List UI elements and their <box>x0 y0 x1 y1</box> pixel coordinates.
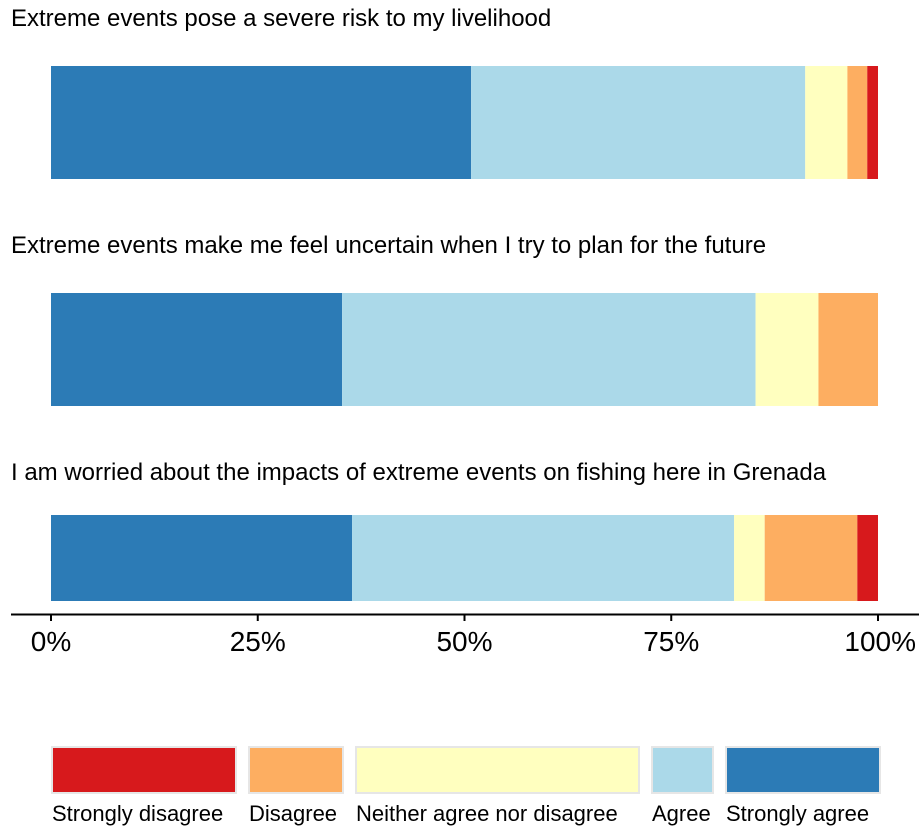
panel-2: Extreme events make me feel uncertain wh… <box>11 232 878 406</box>
bar-segment-neither-agree-nor-disagree <box>734 515 765 601</box>
bar-segment-strongly-agree <box>51 66 472 179</box>
x-tick-label: 100% <box>844 626 916 657</box>
panel-3: I am worried about the impacts of extrem… <box>11 459 878 601</box>
bar-segment-neither-agree-nor-disagree <box>805 66 848 179</box>
bar-segment-agree <box>342 293 756 406</box>
legend-label: Neither agree nor disagree <box>356 801 618 826</box>
x-tick-label: 50% <box>436 626 492 657</box>
chart-panels: Extreme events pose a severe risk to my … <box>11 5 878 601</box>
legend-swatch <box>355 746 640 794</box>
legend-label: Disagree <box>249 801 337 826</box>
bar-segment-neither-agree-nor-disagree <box>755 293 819 406</box>
panel-title: Extreme events pose a severe risk to my … <box>11 5 551 32</box>
x-tick-label: 25% <box>230 626 286 657</box>
x-tick-label: 0% <box>31 626 71 657</box>
panel-1: Extreme events pose a severe risk to my … <box>11 5 878 179</box>
legend-swatch <box>651 746 714 794</box>
panel-title: Extreme events make me feel uncertain wh… <box>11 232 766 259</box>
legend-item-strongly-agree: Strongly agree <box>725 746 881 826</box>
legend-swatch <box>51 746 237 794</box>
bar-segment-strongly-disagree <box>867 66 878 179</box>
bar-segment-disagree <box>847 66 868 179</box>
legend-label: Strongly disagree <box>52 801 223 826</box>
bar-segment-disagree <box>818 293 878 406</box>
legend-item-strongly-disagree: Strongly disagree <box>51 746 237 826</box>
legend-item-disagree: Disagree <box>248 746 344 826</box>
panel-title: I am worried about the impacts of extrem… <box>11 459 827 486</box>
legend-item-agree: Agree <box>651 746 714 826</box>
bar-segment-agree <box>471 66 806 179</box>
x-tick-label: 75% <box>643 626 699 657</box>
x-axis: 0% 25% 50% 75% 100% <box>11 613 919 657</box>
legend-swatch <box>725 746 881 794</box>
legend-item-neither-agree-nor-disagree: Neither agree nor disagree <box>355 746 640 826</box>
bar-segment-strongly-agree <box>51 515 353 601</box>
bar-segment-disagree <box>764 515 858 601</box>
bar-segment-strongly-agree <box>51 293 343 406</box>
legend: Strongly disagree Disagree Neither agree n… <box>51 746 881 826</box>
bar-segment-agree <box>352 515 735 601</box>
legend-label: Agree <box>652 801 711 826</box>
bar-segment-strongly-disagree <box>857 515 878 601</box>
legend-swatch <box>248 746 344 794</box>
legend-label: Strongly agree <box>726 801 869 826</box>
